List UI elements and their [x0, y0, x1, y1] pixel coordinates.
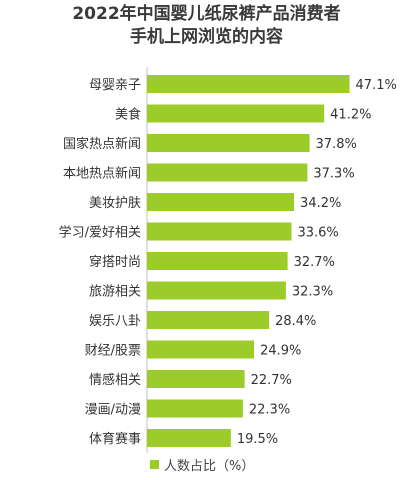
value-label: 41.2%	[330, 108, 371, 123]
bar	[147, 340, 255, 359]
value-label: 37.3%	[313, 167, 354, 182]
chart-title-line-1: 2022年中国婴儿纸尿裤产品消费者	[72, 4, 341, 24]
value-label: 32.7%	[294, 255, 335, 270]
category-label: 娱乐八卦	[89, 314, 141, 329]
category-label: 穿搭时尚	[89, 254, 141, 270]
bar	[147, 311, 270, 329]
bar	[147, 222, 292, 241]
legend-label: 人数占比（%）	[164, 458, 255, 474]
category-label: 学习/爱好相关	[59, 225, 141, 241]
bar	[147, 163, 308, 182]
bar	[147, 134, 310, 152]
value-label: 47.1%	[356, 78, 397, 93]
bar	[147, 193, 295, 211]
bar	[147, 252, 288, 270]
chart-title-line-2: 手机上网浏览的内容	[130, 27, 283, 47]
value-label: 28.4%	[275, 314, 316, 329]
category-label: 本地热点新闻	[63, 166, 141, 182]
category-label: 美食	[115, 107, 141, 123]
category-label: 美妆护肤	[89, 196, 141, 211]
category-label: 情感相关	[89, 372, 141, 388]
category-label: 母婴亲子	[89, 78, 141, 93]
value-label: 19.5%	[237, 432, 278, 447]
bar	[147, 104, 325, 123]
value-label: 32.3%	[292, 285, 333, 300]
value-label: 24.9%	[260, 344, 301, 359]
category-label: 旅游相关	[89, 285, 141, 300]
legend-swatch	[150, 459, 159, 469]
category-label: 国家热点新闻	[63, 136, 141, 152]
bar	[147, 75, 350, 93]
value-label: 37.8%	[316, 137, 357, 152]
bar	[147, 399, 243, 418]
value-label: 33.6%	[297, 226, 338, 241]
category-label: 漫画/动漫	[85, 403, 141, 418]
legend: 人数占比（%）	[150, 456, 255, 474]
value-label: 22.7%	[251, 373, 292, 388]
value-label: 22.3%	[249, 403, 290, 418]
bar	[147, 429, 231, 447]
category-label: 财经/股票	[85, 344, 141, 359]
value-label: 34.2%	[300, 196, 341, 211]
bar	[147, 370, 245, 388]
category-label: 体育赛事	[89, 431, 141, 447]
bar	[147, 281, 286, 300]
